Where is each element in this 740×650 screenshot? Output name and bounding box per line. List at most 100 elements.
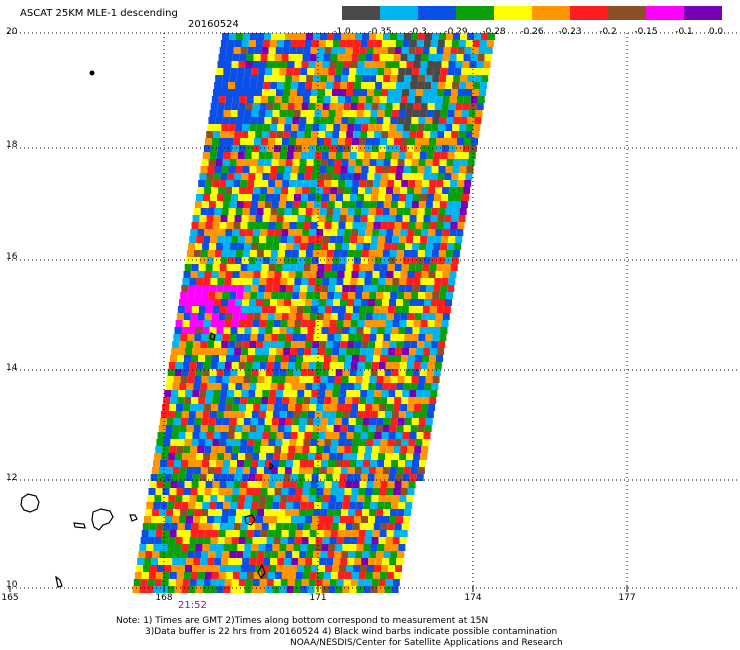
swath-cell [207,516,214,523]
swath-cell [283,348,291,355]
swath-cell [368,124,376,131]
swath-cell [403,467,411,474]
swath-cell [254,397,262,404]
swath-cell [185,390,193,397]
swath-cell [370,586,378,593]
swath-cell [321,327,329,334]
swath-cell [372,488,380,495]
swath-cell [380,222,388,229]
swath-cell [418,292,426,299]
swath-cell [364,194,371,201]
swath-cell [339,565,346,572]
swath-cell [370,327,378,334]
swath-cell [155,530,163,537]
swath-cell [356,460,363,467]
swath-cell [232,530,240,537]
swath-cell [412,152,420,159]
swath-cell [162,404,170,411]
swath-cell [410,425,418,432]
swath-cell [411,33,418,40]
swath-cell [212,138,219,145]
swath-cell [149,481,157,488]
swath-cell [459,124,467,131]
swath-cell [410,82,418,89]
swath-cell [396,425,404,432]
swath-cell [184,481,192,488]
swath-cell [371,278,379,285]
swath-cell [332,390,340,397]
swath-cell [274,54,282,61]
swath-cell [275,180,283,187]
swath-cell [330,187,338,194]
swath-cell [387,355,394,362]
swath-cell [448,194,455,201]
swath-cell [437,215,445,222]
swath-cell [392,453,400,460]
swath-cell [198,264,206,271]
swath-cell [349,544,357,551]
swath-cell [256,425,264,432]
swath-cell [351,187,359,194]
swath-cell [372,187,380,194]
swath-cell [223,411,231,418]
swath-cell [253,271,261,278]
swath-cell [402,474,410,481]
swath-cell [343,236,351,243]
swath-cell [462,61,470,68]
swath-cell [411,159,419,166]
swath-cell [374,131,382,138]
swath-cell [348,201,356,208]
swath-cell [299,418,307,425]
swath-cell [278,292,286,299]
swath-cell [263,383,271,390]
legend-swatch [494,6,532,20]
swath-cell [231,579,239,586]
swath-cell [290,474,298,481]
swath-cell [294,495,302,502]
swath-cell [331,180,339,187]
swath-cell [291,425,299,432]
swath-cell [197,271,205,278]
swath-cell [281,572,289,579]
swath-cell [273,236,281,243]
swath-cell [369,509,377,516]
swath-cell [397,509,405,516]
swath-cell [274,530,282,537]
swath-cell [317,397,325,404]
swath-cell [254,222,262,229]
swath-cell [281,313,289,320]
swath-cell [184,355,191,362]
swath-cell [411,418,419,425]
swath-cell [258,460,265,467]
swath-cell [266,320,274,327]
swath-cell [213,215,221,222]
swath-cell [328,110,336,117]
swath-cell [276,215,284,222]
swath-cell [368,558,376,565]
swath-cell [286,460,293,467]
swath-cell [360,565,367,572]
swath-cell [333,467,341,474]
swath-cell [250,509,258,516]
swath-cell [253,446,261,453]
swath-cell [196,320,204,327]
swath-cell [356,586,364,593]
swath-cell [331,355,338,362]
swath-cell [251,152,259,159]
swath-cell [179,383,187,390]
swath-cell [229,117,237,124]
swath-cell [303,439,311,446]
swath-cell [375,341,383,348]
swath-cell [200,208,208,215]
swath-cell [332,565,339,572]
swath-cell [209,544,217,551]
swath-cell [309,187,317,194]
swath-cell [321,411,329,418]
swath-cell [171,565,178,572]
swath-cell [288,446,296,453]
swath-cell [329,194,336,201]
swath-cell [210,453,218,460]
swath-cell [247,481,255,488]
swath-cell [341,551,349,558]
note-line-3: NOAA/NESDIS/Center for Satellite Applica… [290,638,563,648]
